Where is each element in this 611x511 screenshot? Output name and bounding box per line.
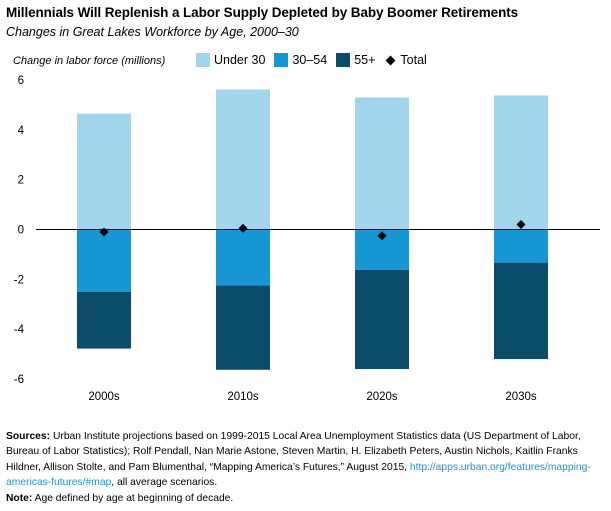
sources-tail: , all average scenarios. xyxy=(111,477,218,489)
legend-label-55-plus: 55+ xyxy=(354,53,376,67)
legend-label-under-30: Under 30 xyxy=(214,53,266,67)
note-text: Age defined by age at beginning of decad… xyxy=(34,492,234,504)
total-marker-2030s xyxy=(516,220,526,230)
y-tick-label: 6 xyxy=(18,75,24,87)
chart-title: Millennials Will Replenish a Labor Suppl… xyxy=(6,5,519,20)
total-marker-2010s xyxy=(238,223,248,233)
x-tick-label: 2030s xyxy=(505,391,537,403)
bar-30-54-2010s xyxy=(216,229,270,286)
y-axis-label: Change in labor force (millions) xyxy=(13,55,166,67)
chart-footer: Sources: Urban Institute projections bas… xyxy=(6,429,606,506)
legend-swatch-under-30 xyxy=(196,53,210,67)
y-tick-label: 2 xyxy=(18,175,24,187)
legend-item-under-30: Under 30 xyxy=(196,53,265,67)
legend-label-total: Total xyxy=(400,53,427,67)
legend-item-total: Total xyxy=(384,53,427,67)
bar-55--2010s xyxy=(216,285,270,370)
legend-label-30-54: 30–54 xyxy=(292,53,328,67)
legend-item-30-54: 30–54 xyxy=(274,53,327,67)
y-tick-label: 4 xyxy=(18,125,25,137)
x-tick-label: 2020s xyxy=(366,391,398,403)
bar-55--2030s xyxy=(494,262,548,360)
bar-55--2000s xyxy=(77,291,131,349)
legend: Under 30 30–54 55+ Total xyxy=(196,53,436,67)
legend-swatch-55-plus xyxy=(336,53,351,67)
note: Note: Age defined by age at beginning of… xyxy=(6,491,606,506)
chart-subtitle: Changes in Great Lakes Workforce by Age,… xyxy=(6,25,299,39)
note-label: Note: xyxy=(6,492,33,504)
total-marker-2000s xyxy=(99,227,109,237)
total-marker-2020s xyxy=(377,231,387,241)
bar-55--2020s xyxy=(355,269,409,370)
sources-note: Sources: Urban Institute projections bas… xyxy=(6,429,606,491)
legend-swatch-30-54 xyxy=(274,53,289,67)
y-tick-label: -6 xyxy=(14,374,24,386)
sources-label: Sources: xyxy=(6,431,51,442)
y-tick-label: 0 xyxy=(18,225,24,237)
legend-item-55-plus: 55+ xyxy=(336,53,375,67)
bar-under-30-2010s xyxy=(216,89,270,230)
bar-30-54-2000s xyxy=(77,229,131,292)
chart-plot-area: 6 4 2 0 -2 -4 -6 2000s 2010s 2020s 2030s xyxy=(14,75,600,403)
y-tick-label: -2 xyxy=(14,274,24,286)
y-tick-label: -4 xyxy=(14,324,25,336)
x-tick-label: 2000s xyxy=(88,391,120,403)
sources-link[interactable]: http://apps.urban.org/features/mapping-a… xyxy=(6,461,591,489)
bar-30-54-2030s xyxy=(494,229,548,263)
x-tick-label: 2010s xyxy=(227,391,259,403)
bar-under-30-2000s xyxy=(77,113,131,230)
sources-text: Urban Institute projections based on 199… xyxy=(6,431,581,473)
bar-under-30-2020s xyxy=(355,97,409,230)
bar-under-30-2030s xyxy=(494,95,548,230)
